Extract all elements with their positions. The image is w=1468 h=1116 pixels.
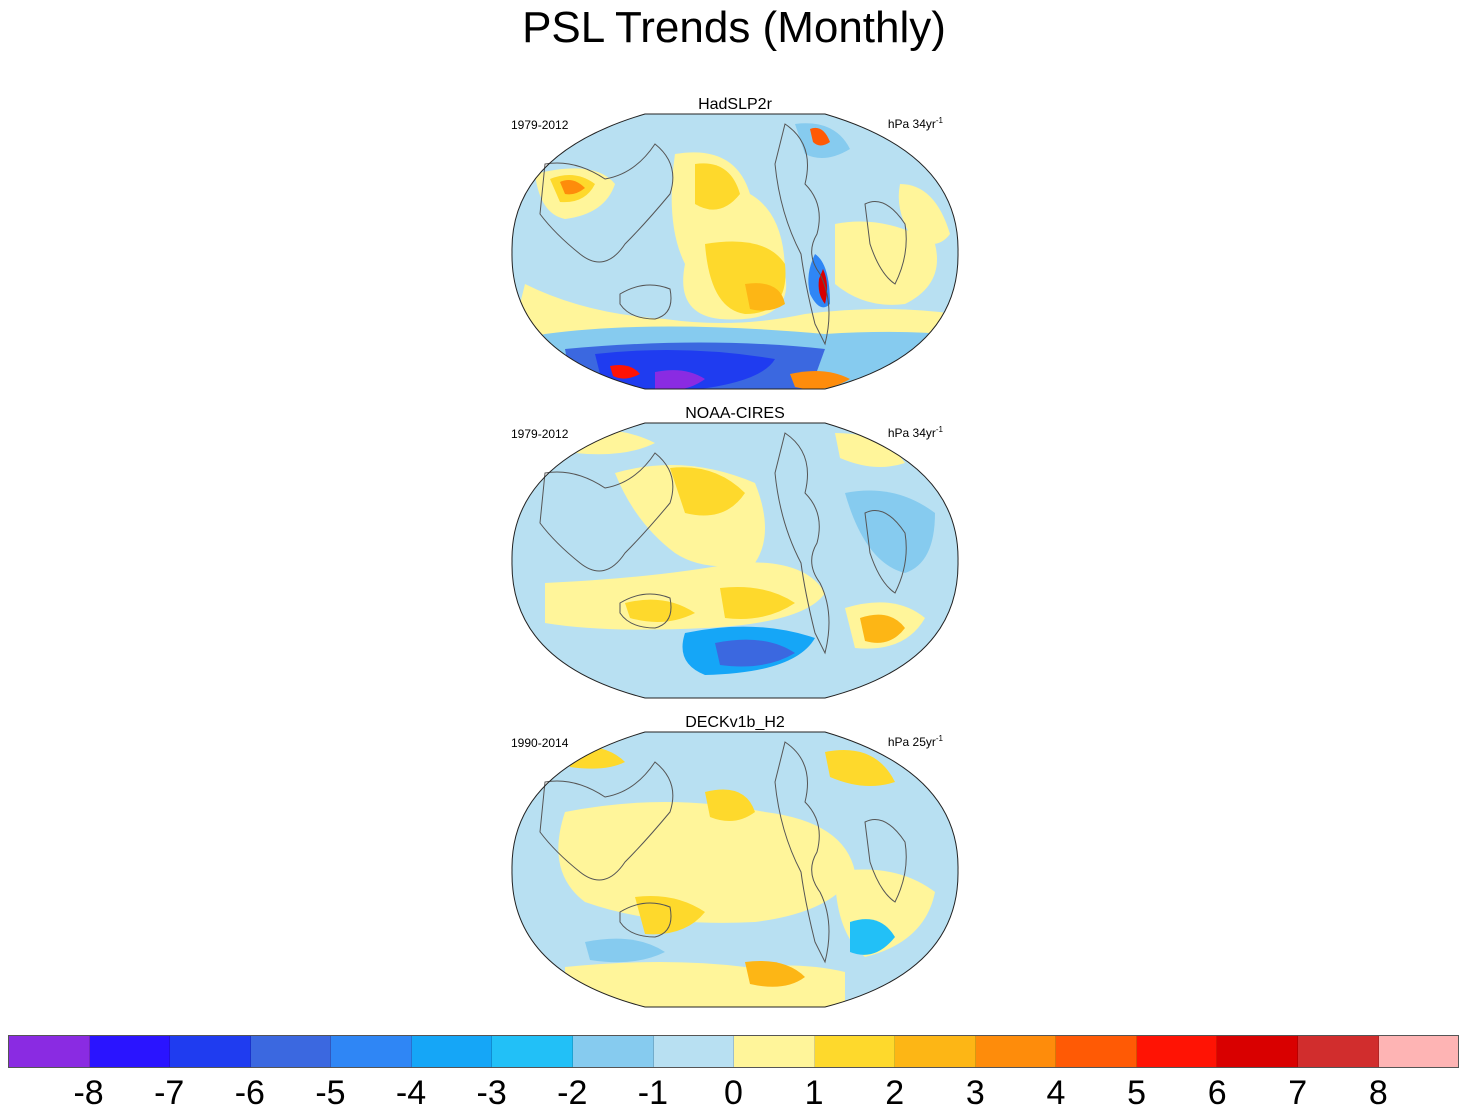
- trend-region: [695, 163, 740, 210]
- colorbar-swatch: [572, 1036, 654, 1067]
- trend-region: [625, 599, 695, 622]
- coastlines: [539, 741, 907, 964]
- colorbar-tick-label: -1: [637, 1074, 668, 1112]
- map-hadslp2r: [511, 113, 959, 390]
- trend-region: [790, 370, 850, 389]
- trend-region: [560, 180, 585, 195]
- map-panel-noaa-cires: NOAA-CIRES 1979-2012 hPa 34yr-1: [505, 405, 965, 713]
- trend-region: [745, 961, 805, 987]
- trend-region: [850, 919, 895, 955]
- trend-region: [810, 127, 830, 146]
- trend-region: [860, 614, 905, 643]
- trend-region: [705, 789, 755, 821]
- colorbar-tick-label: 5: [1127, 1074, 1146, 1112]
- colorbar-tick-label: -4: [395, 1074, 427, 1112]
- colorbar-tick-label: 4: [1046, 1074, 1066, 1112]
- colorbar-swatch: [1056, 1036, 1137, 1067]
- colorbar-tick-label: 1: [804, 1074, 824, 1112]
- units-label: hPa 34yr-1: [887, 116, 943, 131]
- trend-region: [558, 802, 855, 923]
- colorbar-swatch: [411, 1036, 493, 1067]
- map-panel-deckv1b-h2: DECKv1b_H2 1990-2014 hPa 25yr-1: [505, 714, 965, 1022]
- trend-region: [720, 587, 795, 619]
- panel-title: HadSLP2r: [698, 96, 772, 113]
- trend-region: [585, 938, 665, 963]
- trend-region: [655, 370, 705, 389]
- colorbar-swatch: [170, 1036, 251, 1067]
- period-label: 1979-2012: [511, 118, 569, 132]
- period-label: 1979-2012: [511, 427, 569, 441]
- map-deckv1b-h2: [511, 731, 959, 1008]
- colorbar-swatch: [653, 1036, 735, 1067]
- colorbar-swatch: [895, 1036, 976, 1067]
- trend-region: [565, 962, 845, 1007]
- map-noaa-cires: [511, 422, 959, 699]
- units-label: hPa 34yr-1: [887, 425, 943, 440]
- colorbar-tick-label: -3: [476, 1074, 507, 1112]
- trend-region: [835, 433, 905, 467]
- map-outline: [511, 422, 959, 699]
- trend-region: [715, 639, 795, 667]
- colorbar-swatch: [1378, 1036, 1459, 1067]
- colorbar-tick-label: 3: [965, 1074, 985, 1112]
- colorbar-swatch: [975, 1036, 1057, 1067]
- colorbar-tick-label: 0: [724, 1074, 743, 1112]
- map-outline: [511, 113, 959, 390]
- colorbar-tick-label: -8: [73, 1074, 104, 1112]
- trend-region: [835, 221, 937, 305]
- colorbar-swatch: [1217, 1036, 1298, 1067]
- colorbar-tick-label: -6: [234, 1074, 265, 1112]
- coastlines: [539, 432, 907, 655]
- trend-region: [670, 467, 745, 516]
- map-outline: [511, 731, 959, 1008]
- colorbar: [8, 1035, 1459, 1068]
- colorbar-swatch: [250, 1036, 332, 1067]
- trend-region: [825, 750, 895, 786]
- colorbar-swatch: [331, 1036, 412, 1067]
- trend-region: [845, 490, 935, 573]
- colorbar-swatch: [1298, 1036, 1379, 1067]
- panel-title: DECKv1b_H2: [685, 714, 785, 731]
- trend-region: [898, 184, 950, 244]
- map-panel-hadslp2r: HadSLP2r 1979-2012 hPa 34yr-1: [505, 96, 965, 404]
- trend-region: [635, 896, 705, 935]
- trend-region: [610, 365, 640, 379]
- colorbar-tick-label: -7: [154, 1074, 185, 1112]
- colorbar-tick-label: -2: [557, 1074, 588, 1112]
- panel-title: NOAA-CIRES: [685, 405, 785, 422]
- colorbar-swatch: [89, 1036, 171, 1067]
- colorbar-tick-label: -5: [315, 1074, 346, 1112]
- units-label: hPa 25yr-1: [887, 734, 943, 749]
- colorbar-tick-label: 6: [1207, 1074, 1227, 1112]
- colorbar-tick-label: 8: [1368, 1074, 1388, 1112]
- period-label: 1990-2014: [511, 736, 569, 750]
- trend-region: [745, 283, 785, 311]
- trend-region: [818, 269, 828, 304]
- colorbar-swatch: [1136, 1036, 1218, 1067]
- figure-title: PSL Trends (Monthly): [522, 3, 946, 52]
- colorbar-swatch: [492, 1036, 573, 1067]
- colorbar-tick-label: 2: [885, 1074, 905, 1112]
- colorbar-swatch: [9, 1036, 90, 1067]
- colorbar-swatch: [814, 1036, 896, 1067]
- colorbar-tick-label: 7: [1288, 1074, 1308, 1112]
- coastlines: [539, 123, 907, 346]
- colorbar-swatch: [734, 1036, 815, 1067]
